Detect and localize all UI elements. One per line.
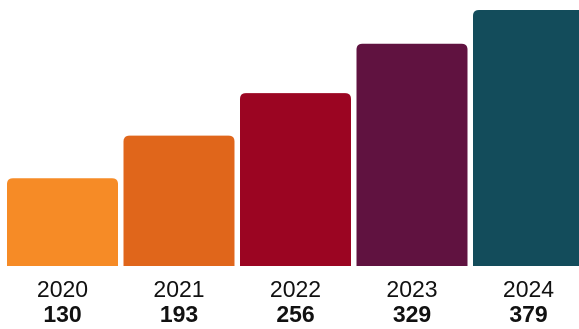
value-label-2023: 329 — [393, 301, 431, 327]
x-tick-label-2023: 2023 — [386, 276, 437, 302]
bar-2023 — [356, 43, 468, 266]
value-label-2024: 379 — [509, 301, 547, 327]
value-label-2020: 130 — [43, 301, 81, 327]
bar-2024 — [473, 10, 579, 266]
bars-group — [7, 10, 579, 267]
bar-2021 — [123, 135, 235, 266]
value-label-2022: 256 — [276, 301, 314, 327]
x-tick-label-2020: 2020 — [37, 276, 88, 302]
x-tick-label-2024: 2024 — [503, 276, 554, 302]
bar-2022 — [240, 93, 351, 267]
x-tick-label-2021: 2021 — [153, 276, 204, 302]
value-label-2021: 193 — [160, 301, 198, 327]
bar-2020 — [7, 178, 118, 266]
x-tick-label-2022: 2022 — [270, 276, 321, 302]
